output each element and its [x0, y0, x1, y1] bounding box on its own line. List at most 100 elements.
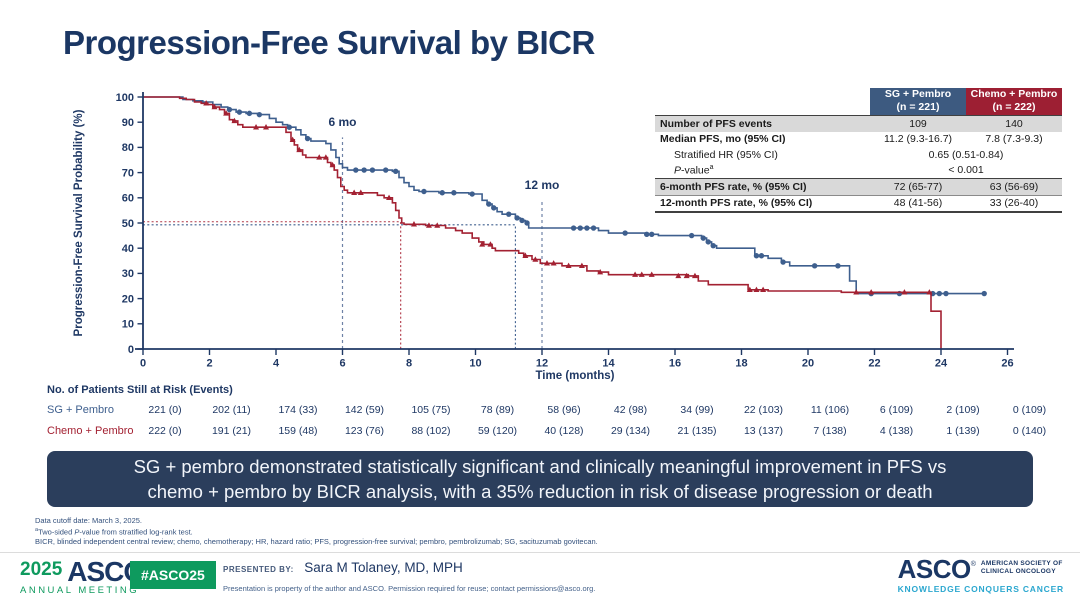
milestone-label: 6 mo [328, 115, 356, 129]
risk-row-label: SG + Pembro [47, 404, 114, 416]
stats-row: 12-month PFS rate, % (95% CI) 48 (41-56) 3… [655, 194, 1062, 213]
x-tick-label: 4 [273, 358, 280, 370]
stats-value: 109 [909, 117, 927, 130]
stats-row-label: Number of PFS events [660, 117, 773, 130]
reference-lines: 6 mo 12 mo [328, 115, 559, 349]
x-tick-label: 10 [469, 358, 481, 370]
x-axis-title: Time (months) [535, 370, 614, 382]
risk-value: 7 (138) [813, 425, 847, 437]
risk-value: 34 (99) [680, 404, 714, 416]
logo-year: 2025 [20, 559, 63, 580]
y-tick-label: 100 [116, 92, 134, 104]
footnote-line: aTwo-sided P-value from stratified log-r… [35, 526, 193, 537]
stats-row-label: 6-month PFS rate, % (95% CI) [660, 180, 807, 193]
footer-divider [0, 552, 1080, 553]
banner-line-2: chemo + pembro by BICR analysis, with a … [147, 481, 933, 502]
y-tick-label: 30 [122, 268, 134, 280]
stats-table: SG + Pembro (n = 221) Chemo + Pembro (n = 2… [655, 88, 1062, 213]
y-tick-label: 90 [122, 117, 134, 129]
stats-row-label: 12-month PFS rate, % (95% CI) [660, 197, 813, 210]
milestone-label: 12 mo [525, 178, 560, 192]
conclusion-banner: SG + pembro demonstrated statistically s… [47, 451, 1033, 507]
presented-by: PRESENTED BY: Sara M Tolaney, MD, MPH Pr… [223, 559, 595, 593]
asco-wordmark: ASCO [897, 554, 972, 584]
y-tick-label: 0 [128, 344, 134, 356]
risk-value: 2 (109) [946, 404, 980, 416]
society-line-2: CLINICAL ONCOLOGY [980, 568, 1056, 575]
stats-value: 72 (65-77) [893, 180, 943, 193]
risk-value: 4 (138) [879, 425, 914, 437]
stats-value: 0.65 (0.51-0.84) [928, 148, 1004, 161]
risk-value: 78 (89) [480, 404, 515, 416]
risk-value: 42 (98) [613, 404, 648, 416]
x-tick-label: 22 [868, 358, 880, 370]
registered-mark: ® [970, 561, 976, 568]
asco-tagline: KNOWLEDGE CONQUERS CANCER [897, 584, 1064, 594]
risk-row-label: Chemo + Pembro [47, 425, 134, 437]
chemo-pembro-curve [143, 96, 942, 349]
risk-value: 0 (140) [1012, 425, 1047, 437]
y-tick-label: 50 [122, 218, 134, 230]
risk-value: 221 (0) [148, 404, 182, 416]
banner-line-1: SG + pembro demonstrated statistically s… [133, 456, 947, 477]
stats-value: < 0.001 [948, 164, 984, 177]
stats-value: 7.8 (7.3-9.3) [985, 133, 1043, 146]
risk-value: 159 (48) [278, 425, 318, 437]
risk-value: 222 (0) [148, 425, 182, 437]
risk-value: 21 (135) [677, 425, 717, 437]
risk-value: 191 (21) [211, 425, 252, 437]
stats-value: 11.2 (9.3-16.7) [883, 133, 953, 146]
stats-value: 63 (56-69) [989, 180, 1039, 193]
logo-subtitle: ANNUAL MEETING [20, 585, 140, 596]
risk-value: 0 (109) [1012, 404, 1047, 416]
presented-by-label: PRESENTED BY: [223, 565, 294, 574]
y-axis-title: Progression-Free Survival Probability (%… [73, 109, 85, 336]
stats-row: 6-month PFS rate, % (95% CI) 72 (65-77) 63… [655, 178, 1062, 195]
footnotes: Data cutoff date: March 3, 2025. aTwo-sid… [35, 516, 598, 546]
stats-header-spacer [655, 88, 870, 115]
risk-value: 13 (137) [743, 425, 784, 437]
x-tick-label: 12 [536, 358, 548, 370]
risk-value: 174 (33) [278, 404, 318, 416]
stats-row: Median PFS, mo (95% CI) 11.2 (9.3-16.7) 7.… [655, 132, 1062, 148]
x-tick-label: 0 [140, 358, 146, 370]
risk-value: 58 (96) [547, 404, 581, 416]
risk-value: 40 (128) [544, 425, 584, 437]
risk-value: 123 (76) [344, 425, 385, 437]
x-tick-label: 8 [406, 358, 412, 370]
stats-row: Stratified HR (95% CI) 0.65 (0.51-0.84) [655, 147, 1062, 163]
x-tick-label: 16 [669, 358, 681, 370]
stats-value: 48 (41-56) [893, 197, 943, 210]
footnote-line: BICR, blinded independent central review… [35, 536, 598, 546]
society-line-1: AMERICAN SOCIETY OF [980, 560, 1063, 567]
chemo-pembro-censor-marks [203, 100, 933, 295]
risk-value: 6 (109) [879, 404, 914, 416]
x-tick-label: 20 [802, 358, 814, 370]
x-tick-label: 14 [602, 358, 615, 370]
y-tick-label: 70 [122, 167, 134, 179]
risk-value: 142 (59) [344, 404, 385, 416]
stats-row: P-valuea < 0.001 [655, 163, 1062, 179]
x-tick-label: 6 [339, 358, 345, 370]
asco-society-logo: ASCO® AMERICAN SOCIETY OF CLINICAL ONCOL… [898, 556, 1064, 594]
x-tick-label: 26 [1001, 358, 1013, 370]
risk-value: 105 (75) [411, 404, 451, 416]
permission-disclaimer: Presentation is property of the author a… [223, 584, 596, 593]
stats-row-label: Median PFS, mo (95% CI) [660, 133, 786, 146]
y-tick-label: 60 [122, 193, 134, 205]
risk-value: 1 (139) [946, 425, 980, 437]
risk-value: 59 (120) [477, 425, 518, 437]
risk-value: 11 (106) [810, 404, 850, 416]
stats-col-header: SG + Pembro (n = 221) [870, 88, 966, 115]
y-tick-label: 40 [122, 243, 134, 255]
risk-value: 22 (103) [743, 404, 784, 416]
stats-value: 33 (26-40) [989, 197, 1039, 210]
stats-row-label: P-valuea [674, 164, 714, 177]
risk-value: 202 (11) [212, 404, 251, 416]
page-title: Progression-Free Survival by BICR [63, 24, 595, 61]
risk-value: 88 (102) [411, 425, 451, 437]
footnote-line: Data cutoff date: March 3, 2025. [35, 516, 143, 525]
risk-value: 29 (134) [610, 425, 651, 437]
